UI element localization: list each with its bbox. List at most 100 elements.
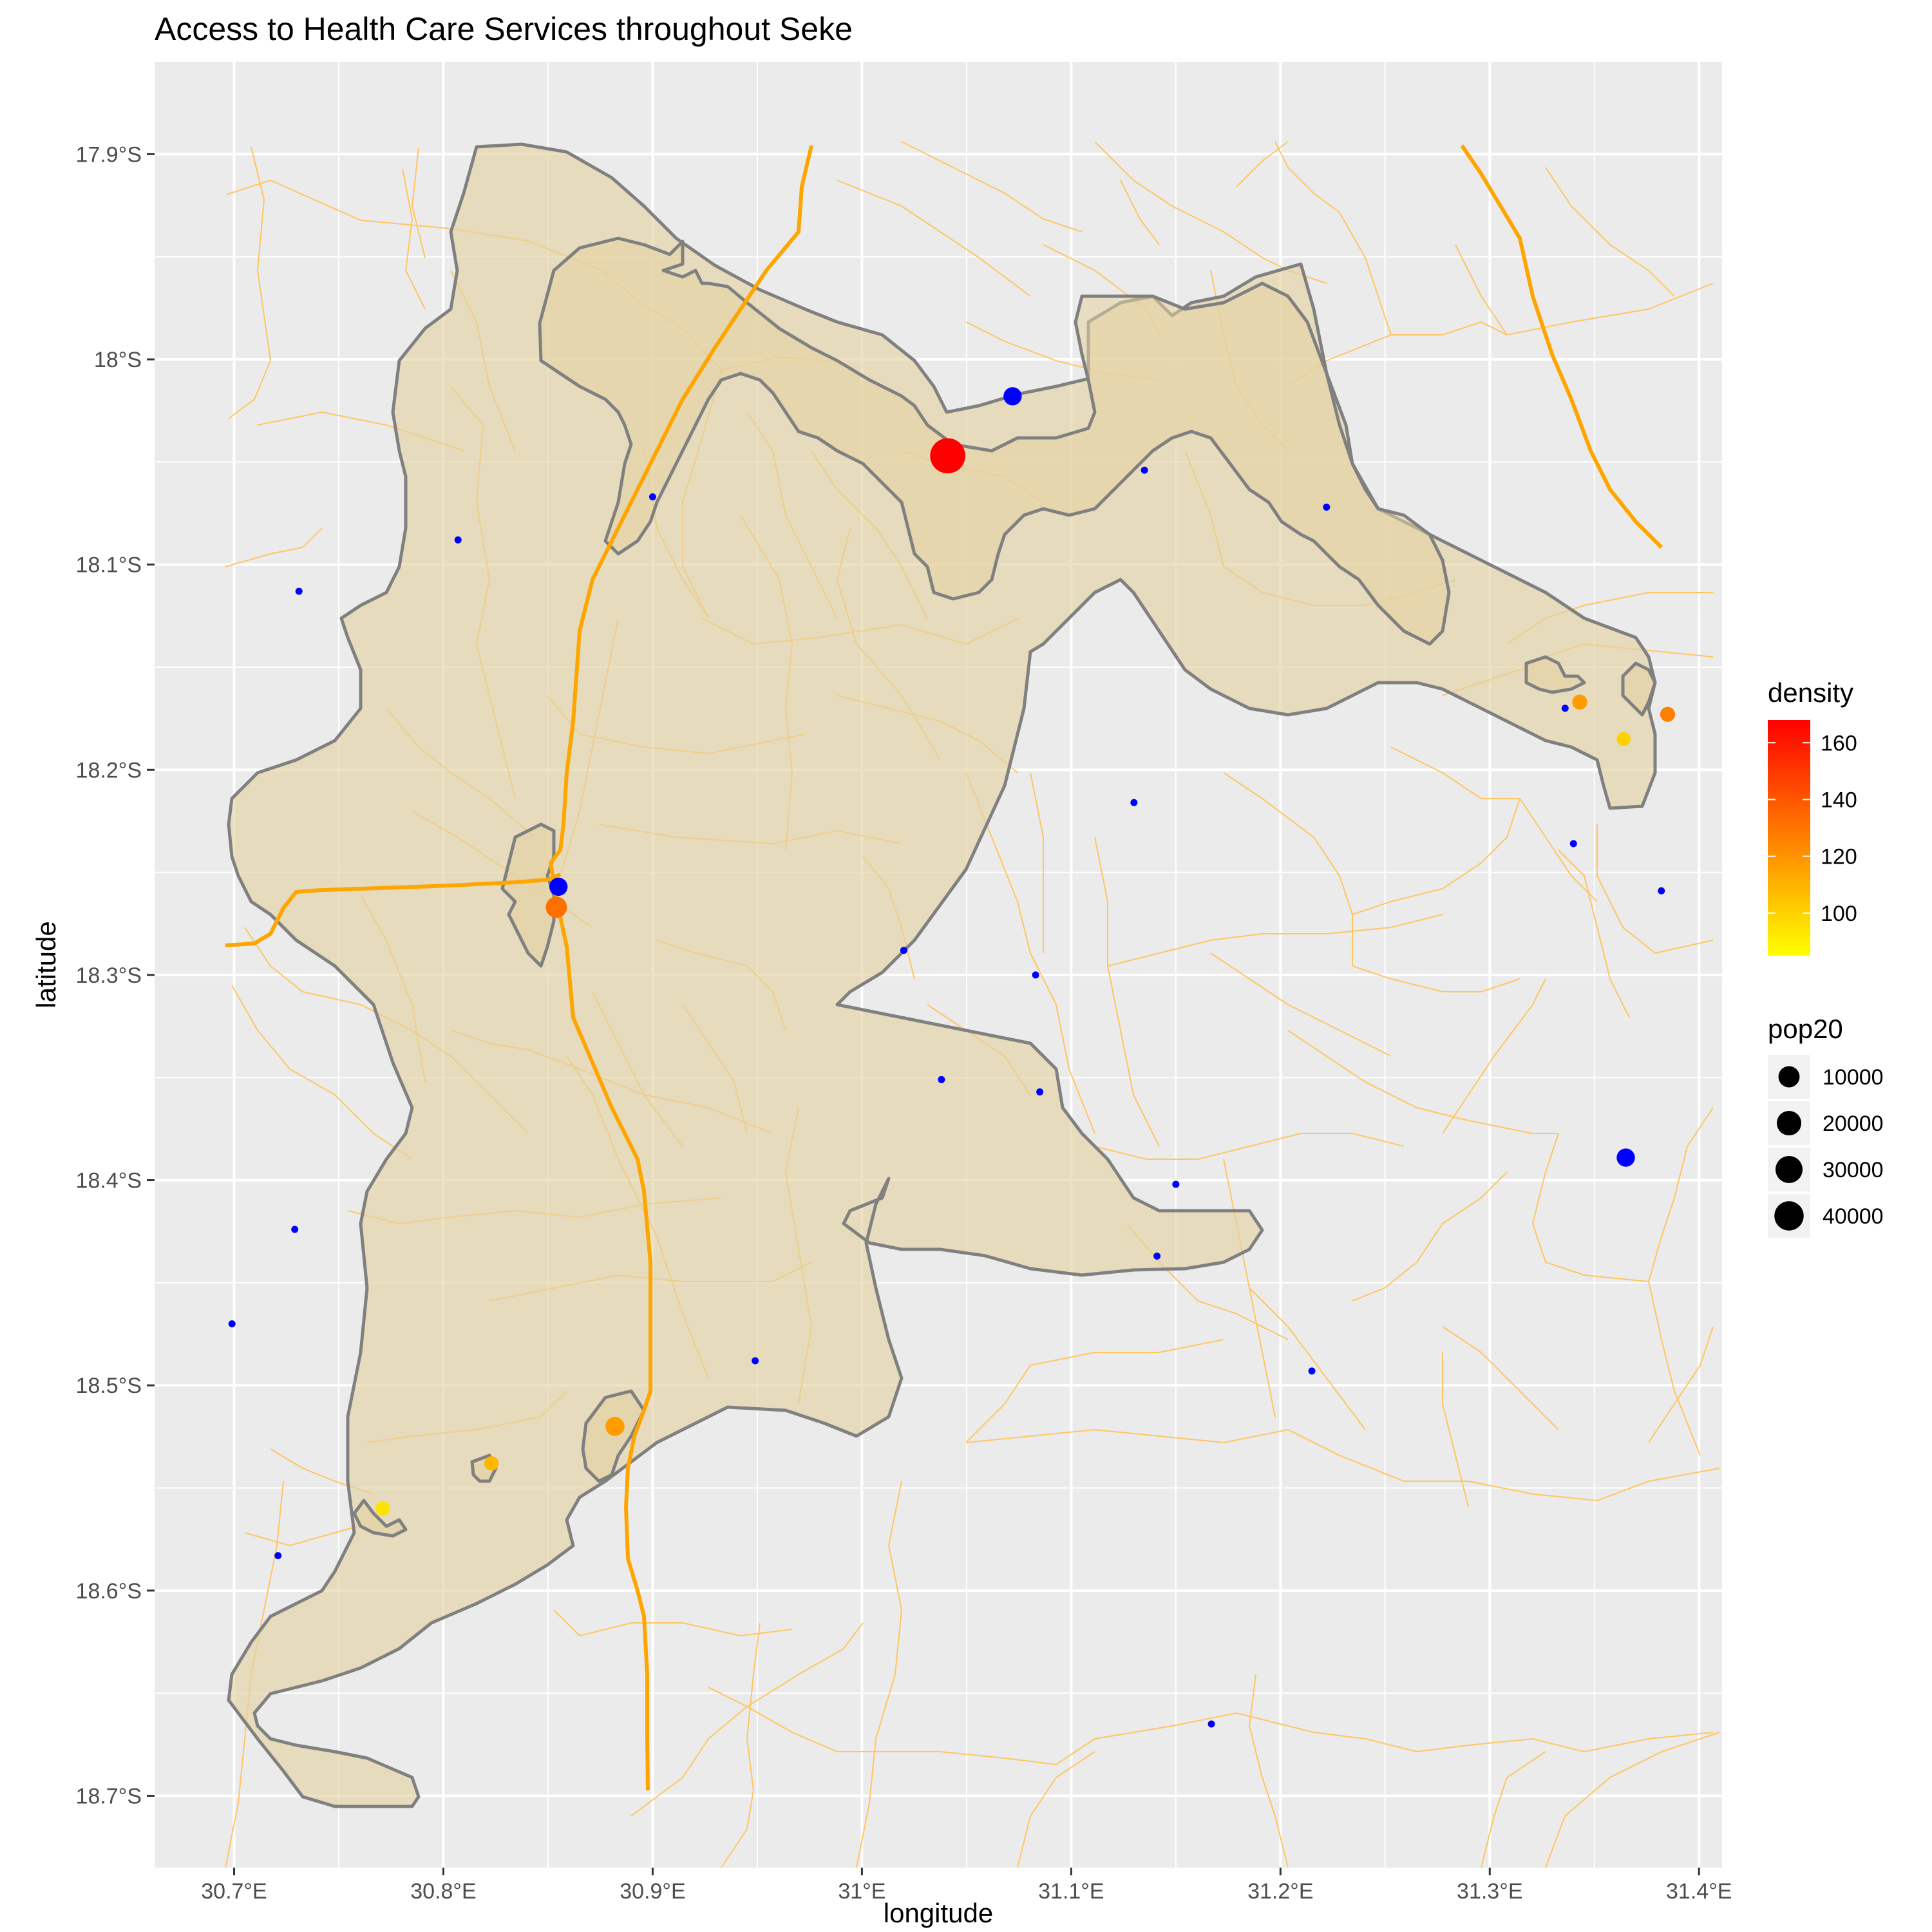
minor-road (856, 1481, 903, 1868)
minor-road (1352, 798, 1520, 915)
health-facility-point (1208, 1720, 1215, 1728)
density-legend-title: density (1768, 677, 1853, 708)
minor-road (1210, 952, 1392, 1057)
minor-road (1558, 849, 1630, 1018)
major-road (225, 873, 562, 947)
minor-road (1248, 1674, 1289, 1868)
minor-road (965, 1428, 1289, 1444)
x-tick-label: 31°E (838, 1879, 886, 1904)
density-tick-label: 120 (1821, 845, 1857, 869)
health-facility-point (1141, 466, 1148, 474)
minor-road (1352, 965, 1520, 992)
x-tick-label: 31.3°E (1457, 1879, 1522, 1904)
pop20-legend-title: pop20 (1768, 1014, 1843, 1044)
district-boundary (227, 142, 1657, 1808)
settlement-density-point (605, 1417, 625, 1436)
x-tick-label: 31.2°E (1247, 1879, 1313, 1904)
density-colorbar (1768, 720, 1810, 956)
health-facility-point (1153, 1252, 1161, 1260)
district-subarea (538, 236, 1451, 646)
settlement-density-point (484, 1456, 499, 1471)
minor-road (1596, 824, 1714, 954)
x-tick-label: 31.1°E (1038, 1879, 1104, 1904)
minor-road (553, 1609, 793, 1637)
y-tick-label: 18.5°S (76, 1374, 142, 1398)
minor-road (1531, 1133, 1649, 1282)
pop20-key-label: 30000 (1823, 1158, 1884, 1182)
y-tick-label: 18°S (94, 348, 142, 372)
health-facility-point (1616, 1148, 1635, 1167)
minor-road (837, 180, 1031, 297)
health-facility-point (454, 536, 462, 544)
x-tick-label: 30.8°E (410, 1879, 476, 1904)
minor-road (1442, 978, 1546, 1134)
minor-road (721, 1622, 761, 1868)
health-facility-point (1003, 387, 1022, 406)
minor-road (1056, 1712, 1366, 1765)
pop20-key-label: 40000 (1823, 1204, 1884, 1229)
minor-road (1287, 1030, 1558, 1134)
pop20-legend-keys: 10000 20000 30000 40000 (1768, 1055, 1884, 1238)
x-tick-label: 31.4°E (1666, 1879, 1732, 1904)
health-facility-point (752, 1357, 759, 1365)
major-road (549, 145, 813, 1791)
minor-road (402, 168, 426, 310)
district-subarea (1524, 655, 1586, 694)
density-legend-ticks: 100 120 140 160 (1768, 731, 1857, 926)
minor-road (1648, 1326, 1714, 1443)
minor-road (1017, 1751, 1095, 1868)
pop20-key-symbol (1776, 1110, 1802, 1136)
minor-road (1249, 1287, 1366, 1430)
pop20-key-label: 20000 (1823, 1112, 1884, 1136)
minor-road (1648, 1107, 1714, 1282)
minor-road (1545, 167, 1675, 297)
minor-road (1545, 1732, 1720, 1868)
minor-road (1223, 772, 1353, 966)
minor-road (1442, 1352, 1469, 1508)
pop20-key-symbol (1774, 1201, 1804, 1231)
minor-road (1352, 1171, 1508, 1302)
y-tick-label: 18.1°S (76, 553, 142, 578)
major-roads (225, 144, 1663, 1791)
map-layers (225, 141, 1720, 1868)
minor-road (1287, 283, 1714, 387)
health-facility-point (1308, 1367, 1316, 1375)
minor-road (1287, 1429, 1720, 1502)
map-title: Access to Health Care Services throughou… (155, 11, 853, 47)
health-facility-point (295, 587, 303, 595)
settlement-density-point (1572, 694, 1587, 710)
health-facility-point (1658, 887, 1665, 895)
district-subarea (500, 822, 556, 968)
y-tick-label: 18.2°S (76, 758, 142, 782)
health-facility-point (1032, 971, 1039, 979)
y-axis-ticks: 17.9°S 18°S 18.1°S 18.2°S 18.3°S 18.4°S 18.5°S… (76, 142, 155, 1808)
y-tick-label: 18.7°S (76, 1784, 142, 1808)
x-tick-label: 30.7°E (201, 1879, 267, 1904)
minor-road (965, 1339, 1224, 1443)
minor-road (1030, 772, 1044, 953)
density-tick-label: 100 (1821, 902, 1857, 926)
minor-road (225, 527, 323, 567)
map-panel (155, 62, 1722, 1868)
x-axis-ticks: 30.7°E 30.8°E 30.9°E 31°E 31.1°E 31.2°E 31.3°E… (201, 1868, 1732, 1904)
y-tick-label: 18.3°S (76, 963, 142, 988)
minor-road (1107, 914, 1443, 967)
district-subarea (581, 1389, 646, 1483)
settlement-density-point (1616, 732, 1631, 746)
health-facility-point (1036, 1088, 1044, 1096)
health-facility-point (291, 1226, 299, 1233)
major-road (1460, 144, 1663, 549)
minor-road (1390, 746, 1520, 799)
minor-road (901, 141, 1083, 232)
minor-road (965, 772, 1095, 1134)
health-facility-point (1323, 503, 1331, 511)
minor-road (1648, 1281, 1701, 1456)
minor-road (1455, 244, 1508, 336)
minor-road (1442, 1326, 1559, 1430)
district-subarea (352, 1499, 408, 1538)
health-facility-point (1569, 840, 1577, 848)
minor-road (708, 1687, 1057, 1765)
health-facility-point (938, 1075, 945, 1083)
health-facility-point (549, 877, 568, 896)
y-axis-label: latitude (31, 921, 61, 1008)
